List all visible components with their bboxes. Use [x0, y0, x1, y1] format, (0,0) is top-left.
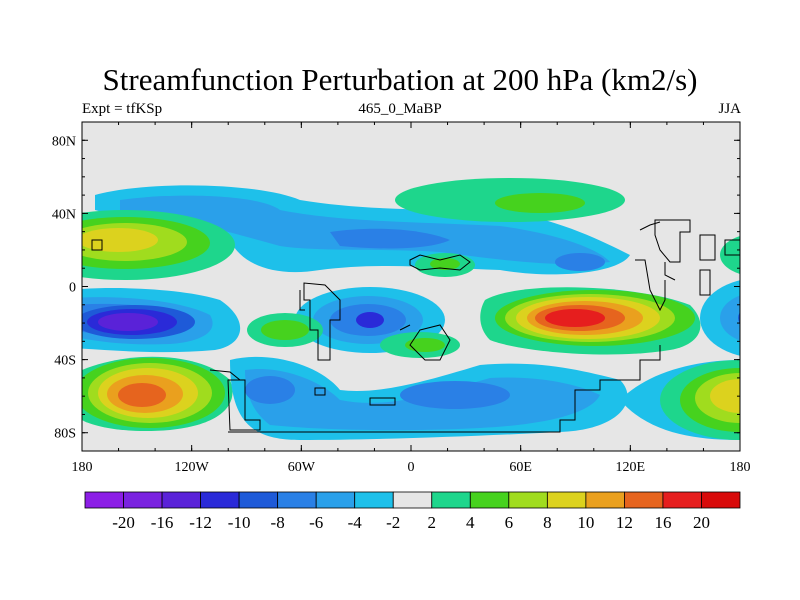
colorbar-swatch [546, 491, 587, 509]
colorbar-label: 8 [543, 513, 552, 532]
y-axis: 80N 40N 0 40S 80S [52, 121, 740, 452]
colorbar-label: -6 [309, 513, 323, 532]
colorbar-label: -10 [228, 513, 251, 532]
y-tick-label: 40S [54, 354, 76, 369]
x-tick-label: 60E [509, 460, 532, 475]
colorbar-swatch [277, 491, 317, 509]
asia-high [395, 178, 625, 222]
middle-east-high [415, 253, 475, 277]
south-pacific-low [82, 288, 240, 353]
south-indian-high [620, 360, 740, 440]
colorbar-swatch [624, 491, 664, 509]
colorbar-swatch [585, 491, 625, 509]
southern-ocean-low [230, 356, 628, 440]
northern-negative-band [95, 185, 630, 275]
colorbar-swatch [315, 491, 356, 509]
x-tick-label: 120W [175, 460, 210, 475]
south-pacific-high [82, 356, 233, 431]
x-axis: 180 120W 60W 0 60E 120E 180 [72, 122, 751, 475]
x-tick-label: 180 [72, 460, 93, 475]
colorbar-label: -4 [348, 513, 363, 532]
colorbar-label: -8 [271, 513, 285, 532]
colorbar-swatch [469, 491, 510, 509]
y-tick-label: 80S [54, 427, 76, 442]
south-america-high [247, 313, 460, 358]
colorbar-swatch [238, 491, 279, 509]
colorbar-swatch [431, 491, 471, 509]
colorbar-label: -2 [386, 513, 400, 532]
x-tick-label: 60W [288, 460, 316, 475]
colorbar-swatch [84, 491, 124, 509]
chart-title: Streamfunction Perturbation at 200 hPa (… [102, 62, 698, 97]
colorbar-label: 4 [466, 513, 475, 532]
y-tick-label: 0 [69, 281, 76, 296]
subtitle-case: 465_0_MaBP [358, 101, 442, 117]
colorbar-swatch [662, 491, 702, 509]
y-tick-label: 80N [52, 134, 76, 149]
colorbar-label: 10 [577, 513, 594, 532]
x-tick-label: 0 [408, 460, 415, 475]
colorbar-swatch [161, 491, 201, 509]
colorbar-swatch [123, 491, 163, 509]
colorbar: -20 -16 -12 -10 -8 -6 -4 -2 2 4 6 8 10 12 16 20 [84, 491, 741, 532]
colorbar-label: -20 [112, 513, 135, 532]
x-tick-label: 180 [730, 460, 751, 475]
colorbar-swatch [508, 491, 548, 509]
colorbar-label: 2 [428, 513, 437, 532]
indian-ocean-high [480, 287, 701, 355]
colorbar-swatch [354, 491, 394, 509]
x-tick-label: 120E [616, 460, 646, 475]
subtitle-experiment: Expt = tfKSp [82, 101, 163, 117]
subtitle-season: JJA [718, 101, 741, 117]
y-tick-label: 40N [52, 207, 76, 222]
coastlines [91, 219, 740, 433]
colorbar-swatch [392, 491, 433, 509]
colorbar-swatch [701, 491, 741, 509]
contour-fields [82, 122, 740, 451]
colorbar-label: 6 [505, 513, 514, 532]
colorbar-label: -16 [151, 513, 174, 532]
colorbar-label: -12 [189, 513, 212, 532]
colorbar-label: 12 [616, 513, 633, 532]
colorbar-label: 16 [654, 513, 671, 532]
north-pacific-high [82, 210, 235, 280]
colorbar-label: 20 [693, 513, 710, 532]
colorbar-swatch [200, 491, 240, 509]
